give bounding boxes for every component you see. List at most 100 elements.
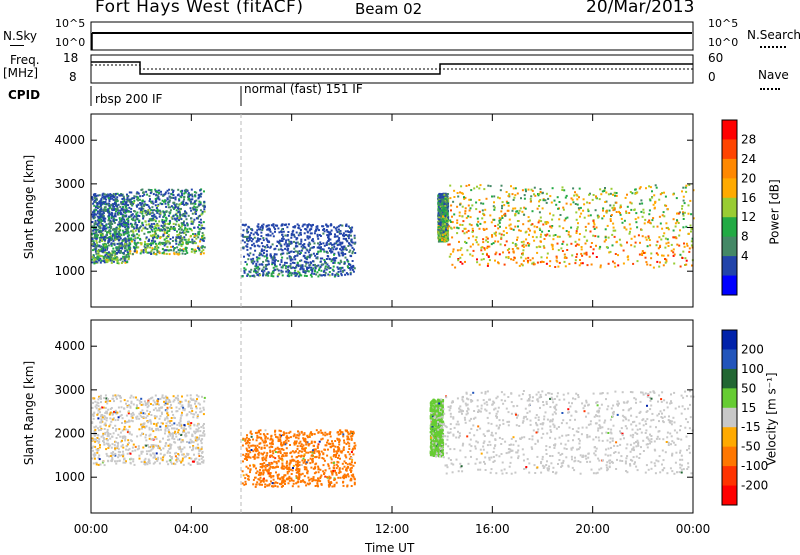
power-cell	[546, 257, 548, 259]
power-cell	[100, 260, 102, 262]
power-cell	[143, 252, 145, 254]
power-cell	[92, 225, 94, 227]
power-cell	[299, 253, 301, 255]
velocity-cell	[124, 436, 126, 438]
power-cell	[182, 201, 184, 203]
power-cell	[132, 197, 134, 199]
power-cell	[304, 228, 306, 230]
velocity-cell	[170, 420, 172, 422]
power-cell	[124, 226, 126, 228]
power-cell	[542, 192, 544, 194]
power-cell	[128, 258, 130, 260]
power-cell	[344, 248, 346, 250]
power-cell	[540, 217, 542, 219]
power-cell	[121, 194, 123, 196]
power-cell	[642, 209, 644, 211]
velocity-cell	[195, 428, 197, 430]
power-cell	[281, 261, 283, 263]
power-cell	[333, 246, 335, 248]
power-cell	[683, 200, 685, 202]
power-cell	[127, 228, 129, 230]
power-cell	[348, 237, 350, 239]
velocity-cell	[185, 433, 187, 435]
power-cell	[104, 197, 106, 199]
power-cell	[274, 257, 276, 259]
power-cell	[616, 241, 618, 243]
velocity-cell	[110, 412, 112, 414]
power-cell	[99, 194, 101, 196]
power-cell	[501, 185, 503, 187]
power-cell	[252, 263, 254, 265]
power-cell	[352, 269, 354, 271]
power-cell	[341, 249, 343, 251]
power-cell	[688, 251, 690, 253]
power-cell	[634, 209, 636, 211]
power-cell	[125, 205, 127, 207]
power-cell	[449, 220, 451, 222]
power-cell	[108, 230, 110, 232]
power-cell	[201, 251, 203, 253]
velocity-cell	[138, 455, 140, 457]
power-cell	[179, 250, 181, 252]
power-cell	[466, 185, 468, 187]
velocity-cell	[117, 434, 119, 436]
power-cell	[262, 274, 264, 276]
power-cell	[457, 192, 459, 194]
power-cell	[525, 245, 527, 247]
power-cell	[107, 204, 109, 206]
power-cell	[274, 253, 276, 255]
power-cell	[273, 226, 275, 228]
power-cell	[300, 239, 302, 241]
power-cell	[508, 195, 510, 197]
power-cell	[276, 245, 278, 247]
power-cell	[658, 199, 660, 201]
power-cell	[456, 222, 458, 224]
power-cell	[108, 197, 110, 199]
power-cell	[572, 187, 574, 189]
power-cell	[267, 275, 269, 277]
power-cell	[539, 199, 541, 201]
power-cell	[115, 210, 117, 212]
power-cell	[178, 233, 180, 235]
power-cell	[116, 261, 118, 263]
power-cell	[514, 214, 516, 216]
power-cell	[339, 255, 341, 257]
power-cell	[133, 195, 135, 197]
velocity-cell	[162, 447, 164, 449]
power-cell	[125, 215, 127, 217]
power-cell	[140, 252, 142, 254]
power-cell	[266, 250, 268, 252]
power-cell	[143, 191, 145, 193]
power-cell	[525, 208, 527, 210]
power-cell	[583, 203, 585, 205]
power-cell	[249, 234, 251, 236]
power-cell	[688, 213, 690, 215]
power-cell	[269, 228, 271, 230]
power-cell	[575, 241, 577, 243]
velocity-cell	[97, 427, 99, 429]
velocity-cell	[180, 419, 182, 421]
power-cell	[155, 198, 157, 200]
power-cell	[536, 226, 538, 228]
power-cell	[679, 229, 681, 231]
velocity-cell	[178, 422, 180, 424]
power-cell	[571, 197, 573, 199]
power-cell	[457, 259, 459, 261]
power-cell	[473, 250, 475, 252]
power-cell	[323, 270, 325, 272]
power-cell	[521, 241, 523, 243]
power-cell	[628, 212, 630, 214]
power-cell	[191, 194, 193, 196]
power-cell	[293, 248, 295, 250]
power-cell	[187, 241, 189, 243]
power-cell	[476, 258, 478, 260]
power-cell	[439, 201, 441, 203]
power-cell	[580, 253, 582, 255]
power-cell	[309, 254, 311, 256]
power-cell	[510, 258, 512, 260]
power-cell	[665, 243, 667, 245]
power-cell	[153, 223, 155, 225]
power-cell	[508, 248, 510, 250]
power-cell	[477, 218, 479, 220]
power-cell	[174, 228, 176, 230]
